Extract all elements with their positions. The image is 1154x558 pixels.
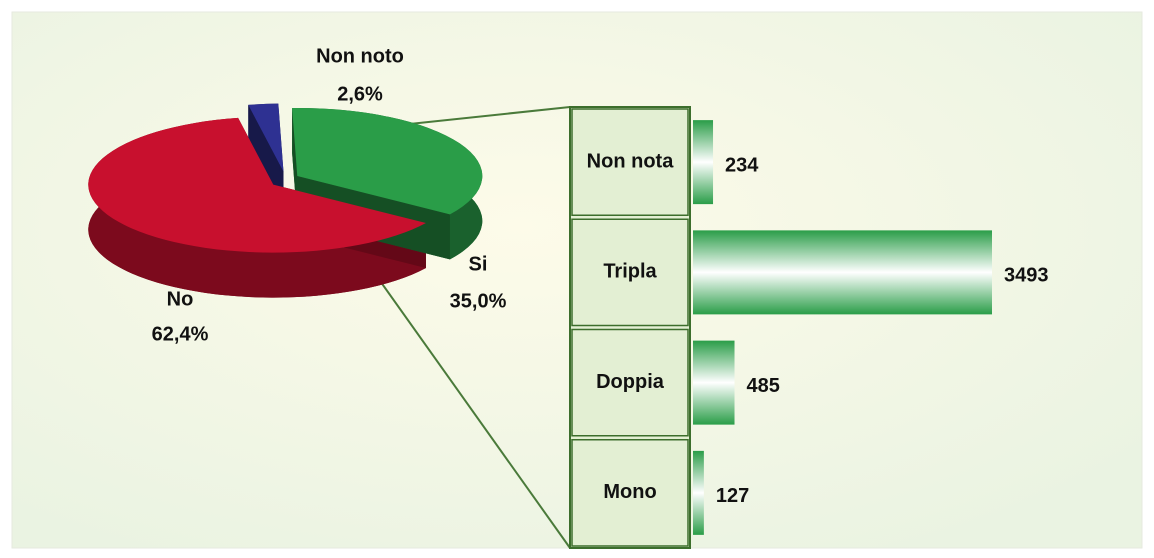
pie-slice (248, 103, 284, 172)
slice-label: Non noto (316, 45, 404, 67)
pie-slice (88, 117, 426, 253)
category-cell (571, 328, 689, 437)
category-label: Non nota (587, 150, 675, 172)
connector-line (399, 106, 571, 126)
category-cell (571, 108, 689, 216)
bar-value-label: 485 (747, 375, 780, 397)
bar (693, 230, 992, 315)
pie-slice (292, 107, 483, 215)
bar (693, 340, 735, 425)
category-cell (571, 218, 689, 327)
category-label: Doppia (596, 371, 665, 393)
bar-value-label: 3493 (1004, 265, 1049, 287)
category-label: Mono (603, 481, 656, 503)
slice-label: Si (469, 253, 488, 275)
bar (693, 120, 714, 205)
bar-value-label: 234 (725, 154, 759, 176)
slice-value-label: 62,4% (152, 323, 209, 345)
slice-value-label: 35,0% (450, 290, 507, 312)
bar-value-label: 127 (716, 485, 749, 507)
bar (693, 450, 704, 535)
connector-line (377, 277, 571, 549)
category-cell (571, 439, 689, 547)
slice-label: No (167, 288, 194, 310)
category-label: Tripla (603, 261, 657, 283)
slice-value-label: 2,6% (337, 83, 383, 105)
